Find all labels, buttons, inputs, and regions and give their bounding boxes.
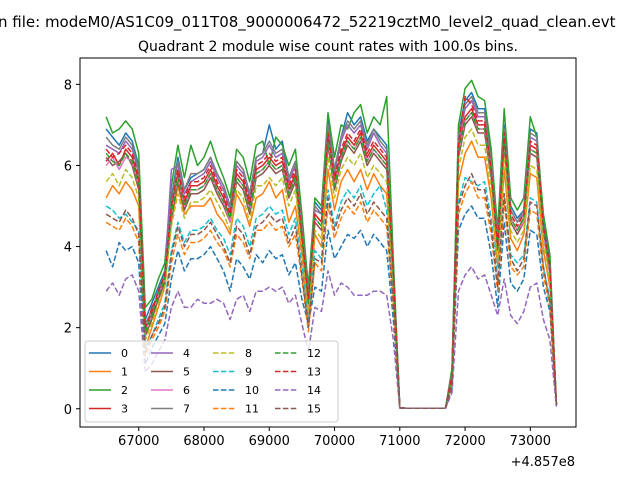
x-tick-label: 71000	[379, 434, 420, 449]
plot-area	[105, 79, 558, 410]
y-tick-label: 8	[64, 78, 72, 93]
legend-label-14: 14	[307, 384, 321, 397]
series-line-10	[105, 205, 558, 410]
y-tick-label: 4	[64, 241, 72, 256]
x-tick-label: 68000	[183, 434, 224, 449]
x-tick-label: 67000	[118, 434, 159, 449]
series-line-14	[105, 266, 558, 410]
legend-label-6: 6	[183, 384, 190, 397]
legend-label-15: 15	[307, 403, 321, 416]
legend-label-12: 12	[307, 347, 321, 360]
series-line-8	[105, 128, 558, 410]
x-tick-label: 73000	[510, 434, 551, 449]
y-tick-label: 6	[64, 159, 72, 174]
legend-label-1: 1	[121, 366, 128, 379]
legend-label-13: 13	[307, 366, 321, 379]
x-axis: 67000 68000 69000 70000 71000 72000 73000	[118, 427, 551, 449]
legend-label-2: 2	[121, 384, 128, 397]
legend-label-4: 4	[183, 347, 190, 360]
series-line-7	[105, 95, 558, 410]
chart-title: Quadrant 2 module wise count rates with …	[138, 39, 518, 55]
x-tick-label: 72000	[444, 434, 485, 449]
x-tick-label: 70000	[314, 434, 355, 449]
series-line-13	[105, 95, 558, 410]
x-tick-label: 69000	[249, 434, 290, 449]
legend-label-11: 11	[245, 403, 259, 416]
legend-label-10: 10	[245, 384, 259, 397]
legend-label-9: 9	[245, 366, 252, 379]
series-line-11	[105, 180, 558, 410]
legend-label-3: 3	[121, 403, 128, 416]
axes-frame	[79, 57, 577, 428]
legend-label-0: 0	[121, 347, 128, 360]
legend-label-7: 7	[183, 403, 190, 416]
legend-label-8: 8	[245, 347, 252, 360]
x-axis-offset-text: +4.857e8	[511, 455, 575, 470]
figure-suptitle: n file: modeM0/AS1C09_011T08_9000006472_…	[0, 13, 616, 32]
legend-label-5: 5	[183, 366, 190, 379]
legend-box	[84, 340, 339, 423]
series-line-1	[105, 140, 558, 410]
y-tick-label: 0	[64, 403, 72, 418]
series-line-15	[105, 172, 558, 410]
y-tick-label: 2	[64, 322, 72, 337]
y-axis: 0 2 4 6 8	[64, 78, 80, 418]
series-line-2	[105, 79, 558, 410]
series-line-12	[105, 111, 558, 410]
